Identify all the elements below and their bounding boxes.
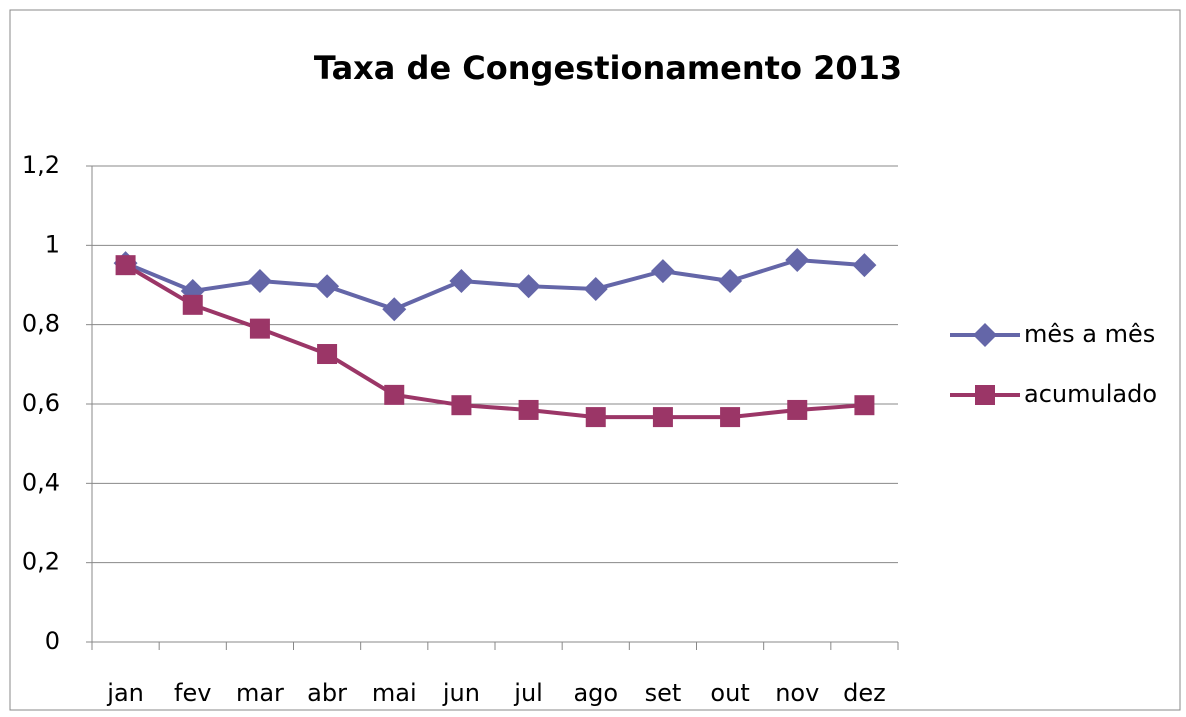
data-point: [182, 294, 203, 315]
data-point: [785, 248, 810, 273]
y-tick-label: 0,8: [22, 310, 60, 338]
x-tick-label: mai: [372, 679, 417, 707]
x-tick-label: jun: [442, 679, 480, 707]
legend-label: mês a mês: [1024, 320, 1155, 348]
data-point: [249, 318, 270, 339]
data-point: [720, 407, 741, 428]
data-point: [317, 344, 338, 365]
data-point: [449, 269, 474, 294]
x-tick-label: fev: [174, 679, 211, 707]
x-tick-label: nov: [775, 679, 819, 707]
data-point: [652, 407, 673, 428]
chart-frame: [9, 9, 1181, 711]
data-point: [650, 259, 675, 284]
data-point: [583, 276, 608, 301]
chart-title: Taxa de Congestionamento 2013: [314, 49, 902, 87]
legend-label: acumulado: [1024, 380, 1157, 408]
y-tick-label: 0,2: [22, 548, 60, 576]
x-tick-label: ago: [573, 679, 618, 707]
data-point: [854, 395, 875, 416]
data-point: [115, 255, 136, 276]
data-point: [516, 274, 541, 299]
y-tick-label: 1,2: [22, 151, 60, 179]
x-tick-label: dez: [843, 679, 886, 707]
x-tick-label: abr: [307, 679, 347, 707]
x-tick-label: jan: [106, 679, 144, 707]
data-point: [315, 274, 340, 299]
x-tick-label: out: [710, 679, 749, 707]
legend-marker: [975, 385, 995, 405]
x-tick-label: jul: [513, 679, 543, 707]
x-tick-label: set: [645, 679, 682, 707]
data-point: [451, 395, 472, 416]
data-point: [384, 384, 405, 405]
data-point: [852, 253, 877, 278]
data-point: [585, 407, 606, 428]
y-tick-label: 1: [45, 230, 60, 258]
data-point: [787, 399, 808, 420]
x-tick-label: mar: [236, 679, 284, 707]
series-line: [124, 257, 865, 312]
data-point: [518, 399, 539, 420]
y-tick-label: 0,6: [22, 389, 60, 417]
legend-marker: [973, 323, 997, 347]
data-point: [718, 269, 743, 294]
data-point: [247, 269, 272, 294]
y-tick-label: 0,4: [22, 468, 60, 496]
series-line: [124, 263, 865, 420]
y-tick-label: 0: [45, 627, 60, 655]
data-point: [382, 297, 407, 322]
